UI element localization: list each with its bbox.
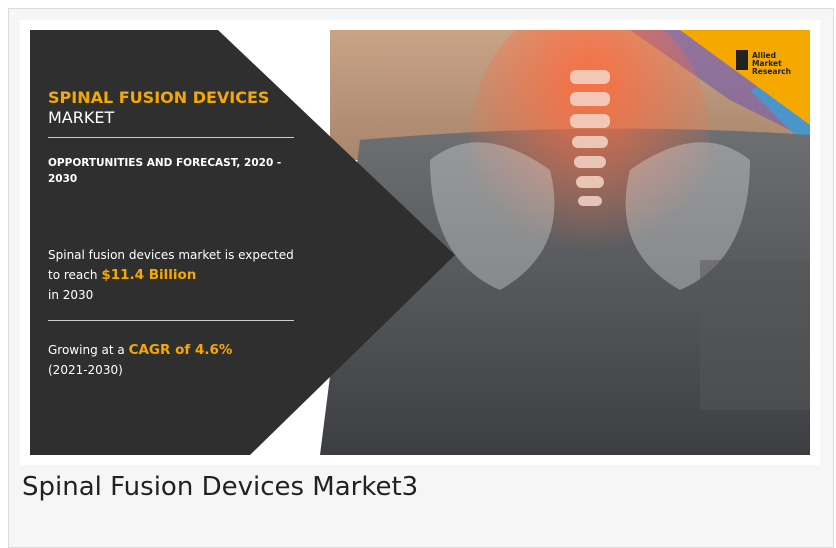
- infographic-title: SPINAL FUSION DEVICES MARKET: [48, 88, 288, 128]
- divider: [48, 137, 294, 138]
- reach-year: in 2030: [48, 288, 93, 302]
- growth-block: Growing at a CAGR of 4.6% (2021-2030): [48, 340, 298, 380]
- caption: Spinal Fusion Devices Market3: [22, 472, 418, 502]
- title-highlight: SPINAL FUSION DEVICES: [48, 88, 269, 107]
- growth-text: Growing at a: [48, 343, 125, 357]
- growth-value: CAGR of 4.6%: [129, 342, 233, 358]
- reach-block: Spinal fusion devices market is expected…: [48, 245, 298, 305]
- growth-period: (2021-2030): [48, 363, 123, 377]
- divider: [48, 320, 294, 321]
- infographic-subtitle: OPPORTUNITIES AND FORECAST, 2020 - 2030: [48, 155, 298, 187]
- logo-line: Research: [752, 68, 802, 76]
- title-rest: MARKET: [48, 108, 114, 127]
- reach-value: $11.4 Billion: [101, 267, 196, 283]
- page: {"infographic": {"title_highlight": "SPI…: [0, 0, 836, 544]
